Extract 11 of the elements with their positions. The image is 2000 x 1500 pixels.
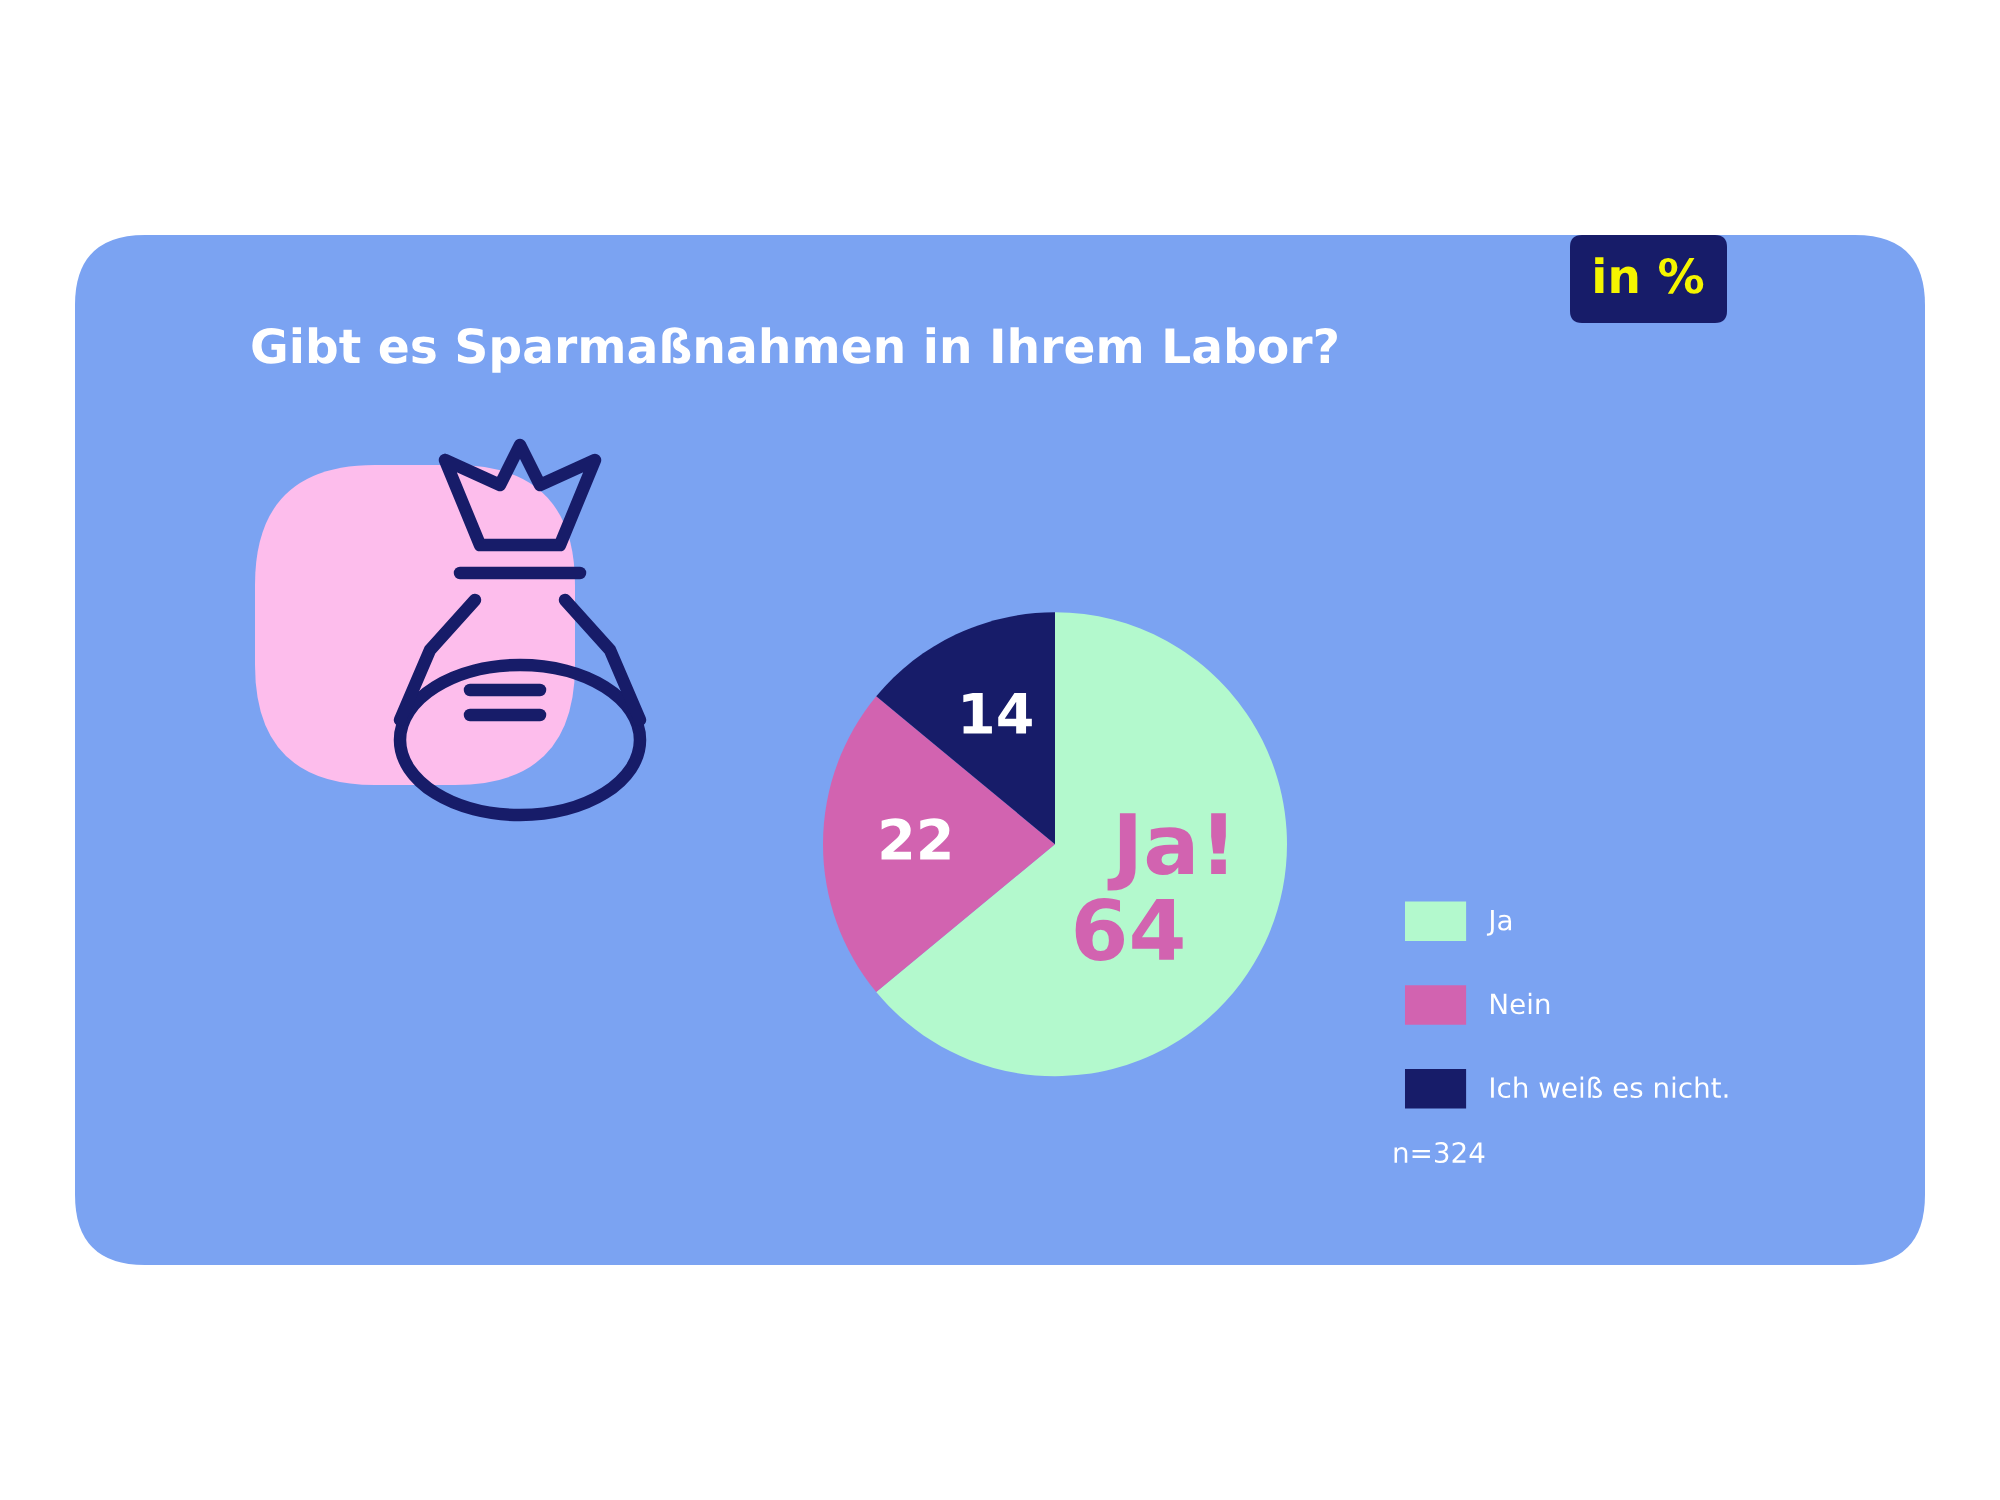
legend-label: Ja	[1486, 909, 1512, 936]
text: in %	[1595, 257, 1704, 294]
data-label: 22	[881, 818, 950, 860]
data-label: 64	[1075, 898, 1183, 961]
legend-label: Ich weiß es nicht.	[1491, 1076, 1728, 1099]
pie-slice	[876, 612, 1287, 1077]
text: n=324	[1394, 1142, 1485, 1164]
data-label: 14	[963, 693, 1032, 734]
legend-label: Nein	[1491, 992, 1550, 1015]
chart-title: Gibt es Sparmaßnahmen in Ihrem Labor?	[252, 327, 1337, 373]
text: Ja!	[1107, 813, 1226, 891]
